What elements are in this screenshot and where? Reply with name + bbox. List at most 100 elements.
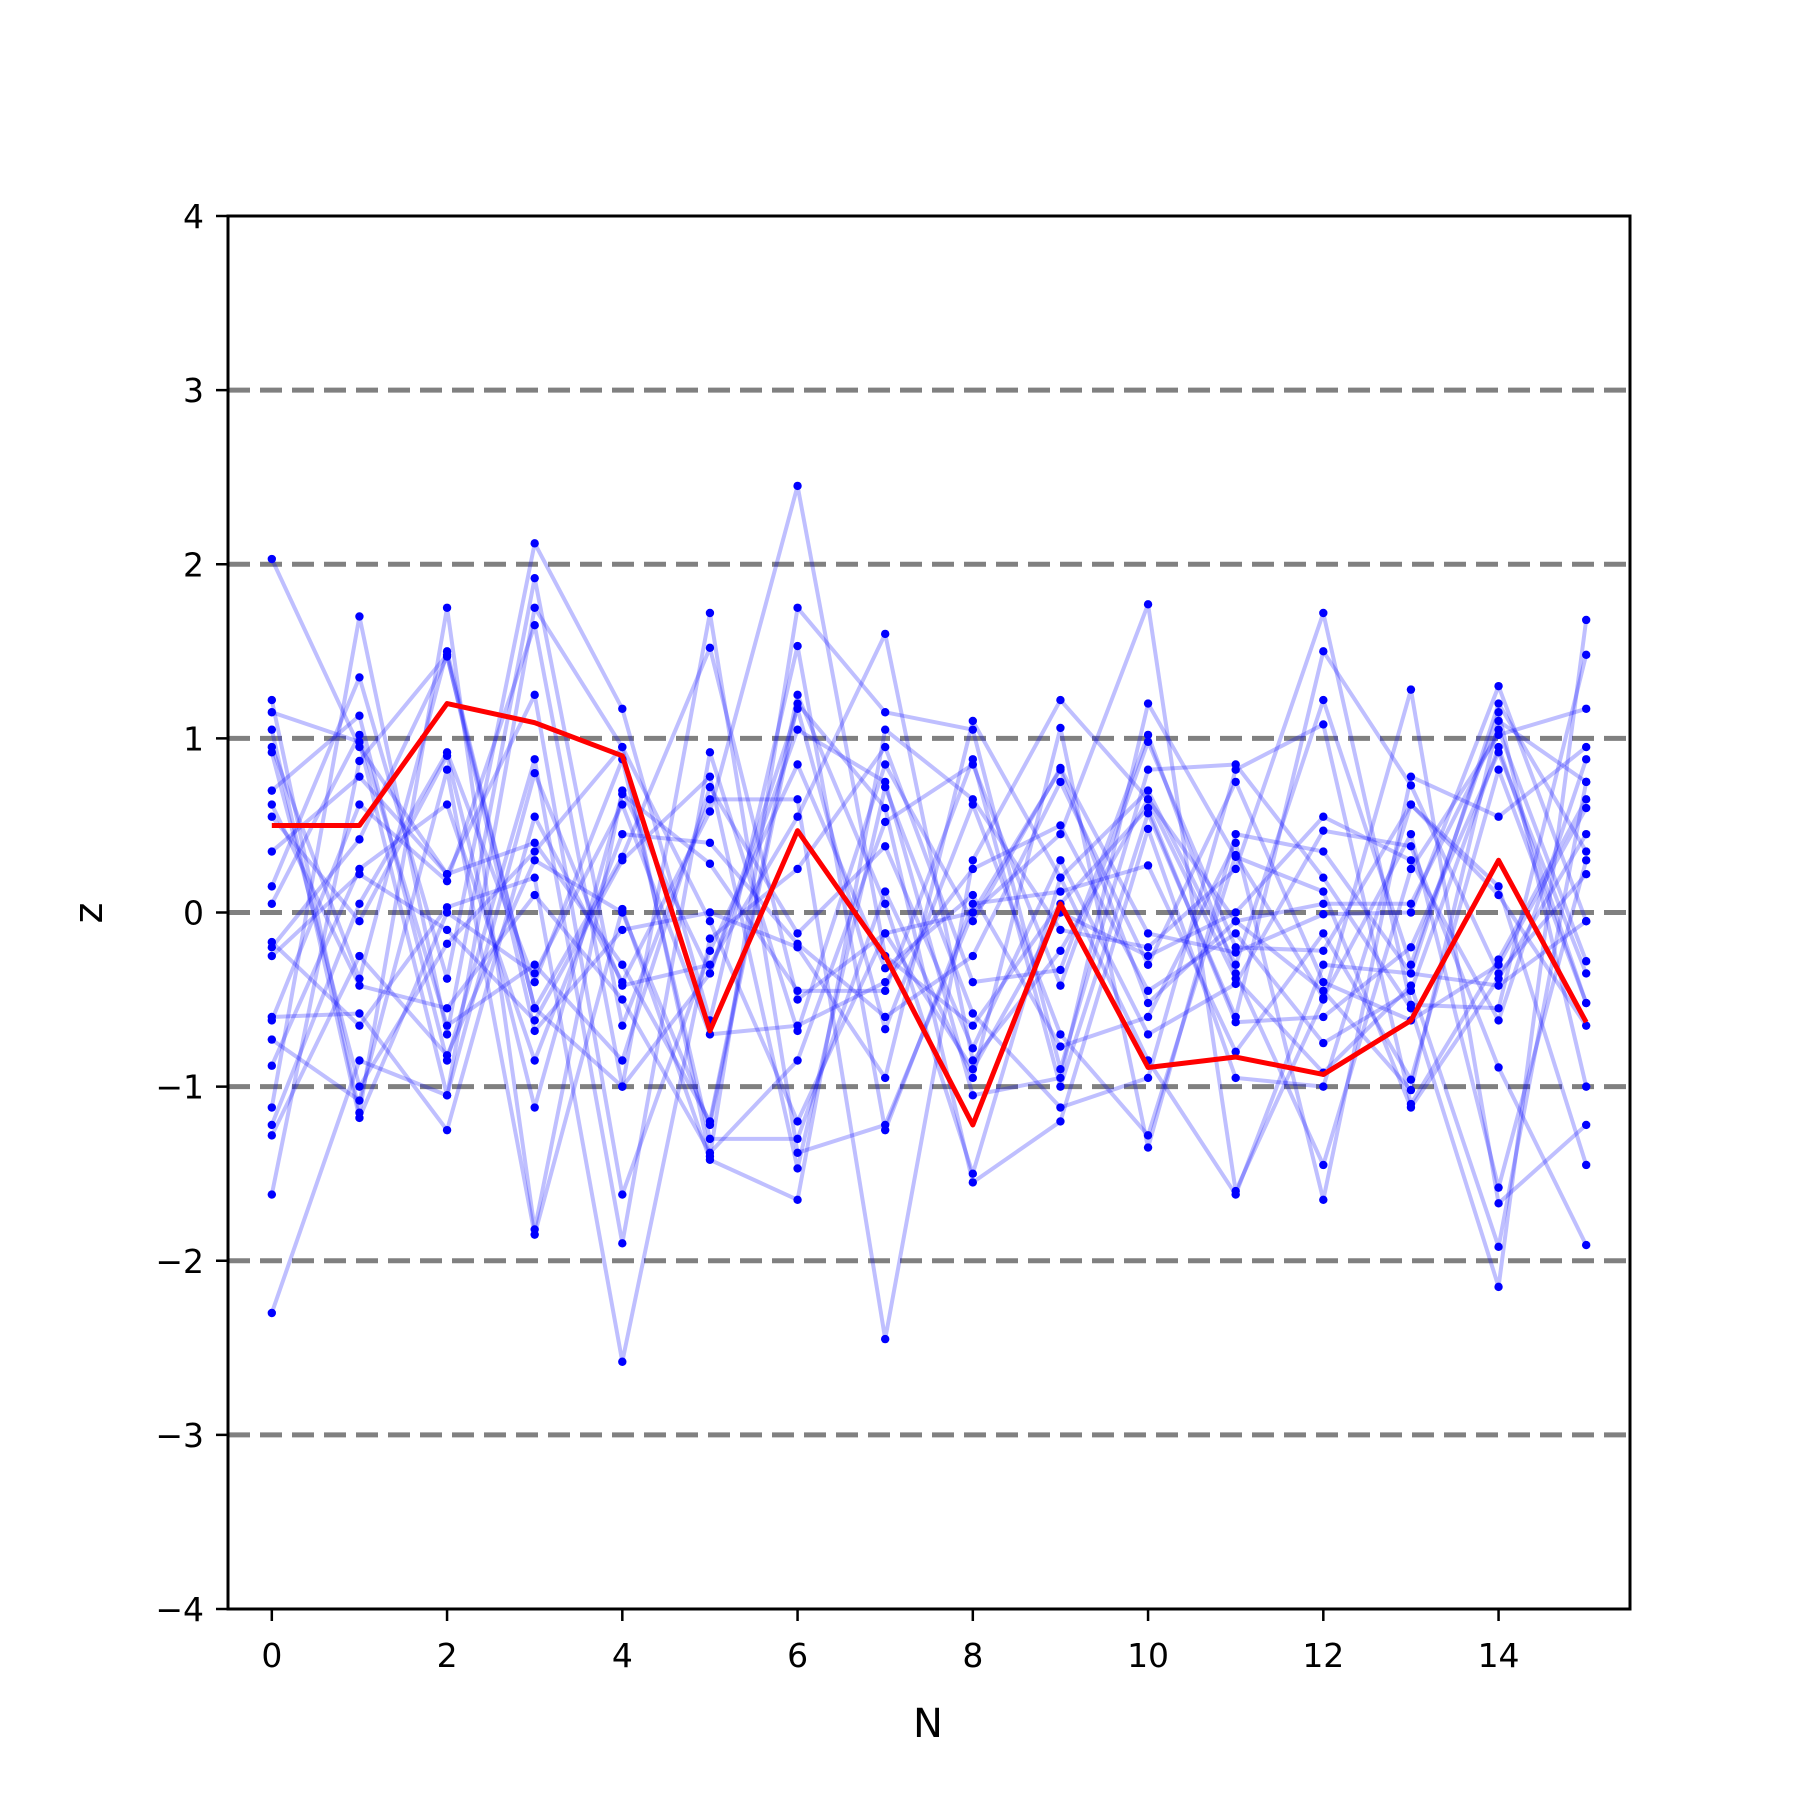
sample-point (1581, 869, 1591, 879)
sample-point (530, 873, 539, 882)
sample-point (1319, 1012, 1328, 1022)
sample-series-line-10 (270, 722, 1588, 1171)
sample-point (1319, 873, 1328, 882)
sample-point (705, 838, 715, 848)
sample-point (1319, 995, 1328, 1004)
sample-point (793, 812, 802, 821)
y-axis-ticks: −4 −3 −2 −1 0 1 2 3 4 (155, 197, 228, 1629)
sample-series-line-3 (269, 602, 1588, 1206)
sample-point (1231, 929, 1240, 938)
sample-point (1231, 917, 1240, 926)
sample-point (267, 725, 277, 734)
y-tick-label: −4 (155, 1590, 204, 1629)
sample-point (267, 1308, 277, 1318)
sample-point (1143, 765, 1153, 774)
sample-point (355, 1009, 364, 1018)
sample-series-line-4 (270, 684, 1589, 1246)
sample-point (1319, 608, 1328, 618)
sample-point (1494, 708, 1503, 717)
sample-series-line-13 (269, 576, 1588, 1342)
sample-point (442, 974, 452, 983)
sample-point (618, 1021, 627, 1030)
sample-series-line-9 (270, 706, 1587, 1364)
sample-point (1143, 824, 1153, 834)
sample-point (1056, 829, 1065, 839)
sample-point (1581, 856, 1591, 865)
sample-point (968, 1073, 978, 1083)
sample-point (1406, 685, 1416, 694)
sample-point (355, 1056, 364, 1065)
sample-point (267, 882, 277, 891)
sample-point (1581, 704, 1591, 713)
sample-point (705, 946, 715, 956)
sample-point (442, 908, 452, 917)
sample-point (1494, 725, 1503, 734)
sample-point (1494, 716, 1503, 726)
sample-point (705, 795, 715, 804)
sample-point (880, 708, 890, 717)
sample-point (1231, 1190, 1240, 1199)
sample-point (968, 1178, 978, 1187)
y-tick-label: 2 (183, 545, 204, 584)
sample-point (355, 1096, 364, 1105)
sample-point (880, 817, 890, 827)
sample-point (1406, 842, 1416, 851)
sample-point (1406, 1085, 1416, 1095)
sample-point (1143, 943, 1153, 952)
sample-point (1056, 1030, 1065, 1039)
sample-series-line-20 (269, 729, 1589, 1120)
sample-series-line-12 (270, 611, 1589, 1237)
sample-point (442, 652, 452, 661)
sample-point (1231, 864, 1240, 874)
sample-point (793, 939, 802, 949)
sample-point (530, 838, 539, 848)
sample-point (1231, 765, 1240, 774)
sample-point (267, 748, 277, 757)
sample-point (1231, 908, 1240, 917)
sample-point (880, 777, 890, 787)
sample-point (442, 1091, 452, 1100)
sample-point (618, 829, 627, 839)
sample-series-line-16 (269, 652, 1588, 1197)
sample-point (530, 960, 539, 969)
sample-point (355, 730, 364, 740)
sample-point (1056, 695, 1065, 705)
sample-point (1143, 1131, 1153, 1140)
sample-point (1056, 981, 1065, 990)
sample-point (1406, 864, 1416, 874)
sample-point (1056, 1042, 1065, 1051)
sample-point (530, 620, 539, 630)
sample-point (880, 760, 890, 769)
sample-point (1494, 765, 1503, 774)
sample-point (267, 951, 277, 961)
sample-point (1056, 723, 1065, 733)
sample-point (1581, 777, 1591, 787)
sample-point (793, 481, 802, 491)
x-tick-label: 6 (787, 1636, 808, 1675)
sample-point (267, 1035, 277, 1044)
sample-point (1581, 742, 1591, 752)
sample-point (880, 803, 890, 813)
sample-point (355, 772, 364, 781)
sample-point (530, 1103, 539, 1112)
sample-point (1231, 960, 1240, 969)
sample-point (705, 782, 715, 792)
sample-point (442, 748, 452, 757)
sample-point (1143, 951, 1153, 961)
sample-point (1319, 826, 1328, 835)
sample-point (968, 899, 978, 908)
sample-point (1143, 795, 1153, 804)
sample-point (1581, 795, 1591, 804)
sample-point (1494, 1063, 1503, 1072)
sample-point (267, 1190, 277, 1199)
sample-point (355, 981, 364, 990)
sample-point (1143, 730, 1153, 740)
sample-point (1406, 1075, 1416, 1084)
sample-point (1581, 847, 1591, 856)
sample-point (355, 951, 364, 961)
sample-point (1406, 800, 1416, 809)
sample-point (355, 1113, 364, 1123)
sample-point (1056, 1117, 1065, 1126)
